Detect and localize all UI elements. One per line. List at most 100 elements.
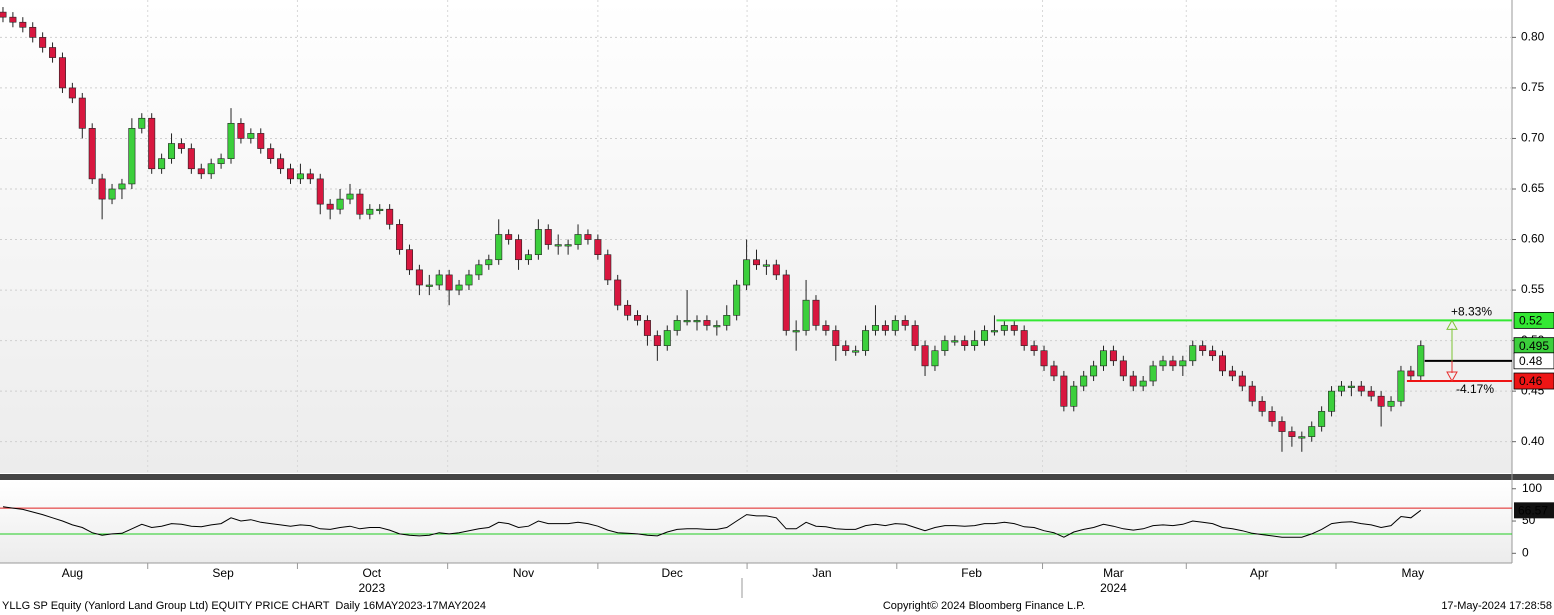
candle-body xyxy=(713,325,721,328)
candle-body xyxy=(1407,370,1415,377)
candle-body xyxy=(336,198,344,210)
candle-body xyxy=(584,234,592,240)
candle-body xyxy=(634,315,642,321)
candle-body xyxy=(435,274,443,286)
footer-left: YLLG SP Equity (Yanlord Land Group Ltd) … xyxy=(2,600,486,612)
candle-body xyxy=(643,320,651,336)
candle-body xyxy=(1268,411,1276,422)
candle-body xyxy=(1337,385,1345,392)
candle-body xyxy=(1189,345,1197,362)
candle-body xyxy=(921,345,929,367)
candle-body xyxy=(812,299,820,326)
candle-body xyxy=(990,330,998,333)
candle-body xyxy=(19,21,27,28)
candle-body xyxy=(1278,421,1286,432)
candle-body xyxy=(366,208,374,215)
candle-body xyxy=(128,128,136,185)
candle-body xyxy=(663,330,671,346)
candle-body xyxy=(931,350,939,367)
candle-body xyxy=(78,97,86,129)
candle-body xyxy=(901,320,909,326)
y-tick-label: 0.40 xyxy=(1521,434,1545,448)
candle-body xyxy=(1070,385,1078,407)
candle-body xyxy=(554,244,562,247)
price-tag-label: 0.48 xyxy=(1519,354,1543,368)
candle-body xyxy=(1347,385,1355,388)
rsi-panel xyxy=(0,481,1512,563)
footer-right: 17-May-2024 17:28:58 xyxy=(1441,600,1552,612)
candle-body xyxy=(197,168,205,175)
candle-body xyxy=(881,325,889,331)
candle-body xyxy=(306,173,314,180)
candle-body xyxy=(1090,365,1098,377)
candle-body xyxy=(39,37,47,48)
candle-body xyxy=(693,320,701,323)
y-tick-label: 0.60 xyxy=(1521,232,1545,246)
candle-body xyxy=(723,315,731,326)
candle-body xyxy=(1298,436,1306,439)
candle-body xyxy=(792,330,800,333)
candle-body xyxy=(1050,365,1058,377)
candle-body xyxy=(415,269,423,286)
candle-body xyxy=(515,239,523,261)
candle-body xyxy=(346,193,354,200)
candle-body xyxy=(1367,390,1375,397)
candle-body xyxy=(495,234,503,261)
candle-body xyxy=(911,325,919,346)
x-tick-label: Jan xyxy=(812,566,831,580)
candle-body xyxy=(168,143,176,159)
candle-body xyxy=(673,320,681,331)
candle-body xyxy=(98,178,106,200)
candle-body xyxy=(1060,375,1068,407)
x-tick-label: Apr xyxy=(1250,566,1269,580)
candle-body xyxy=(544,229,552,245)
candle-body xyxy=(1318,411,1326,427)
x-tick-label: Dec xyxy=(662,566,683,580)
y-tick-label: 0.55 xyxy=(1521,282,1545,296)
candle-body xyxy=(58,57,66,89)
candle-body xyxy=(287,168,295,180)
plot-layer: Aug Sep Oct Nov Dec Jan Feb Mar Apr May 2023 2024 0.… xyxy=(0,0,1554,595)
candle-body xyxy=(405,249,413,271)
candle-body xyxy=(445,274,453,291)
candle-body xyxy=(396,224,404,250)
candle-body xyxy=(1159,360,1167,367)
candle-body xyxy=(455,284,463,291)
x-tick-label: Sep xyxy=(212,566,234,580)
candle-body xyxy=(237,122,245,139)
y-tick-label: 0.70 xyxy=(1521,131,1545,145)
candle-body xyxy=(356,193,364,215)
candle-body xyxy=(138,117,146,129)
candle-body xyxy=(1218,355,1226,372)
candle-body xyxy=(604,254,612,281)
candle-body xyxy=(267,148,275,159)
candle-body xyxy=(842,345,850,352)
y-tick-label: 0 xyxy=(1522,545,1529,559)
candle-body xyxy=(1288,431,1296,437)
candle-body xyxy=(1258,400,1266,412)
candle-body xyxy=(29,26,37,38)
candle-body xyxy=(148,117,156,170)
candle-body xyxy=(505,234,513,240)
candle-body xyxy=(614,279,622,306)
candle-body xyxy=(485,259,493,266)
candle-body xyxy=(277,158,285,170)
candle-body xyxy=(1387,400,1395,407)
candle-body xyxy=(941,340,949,352)
candle-body xyxy=(1109,350,1117,362)
candle-body xyxy=(981,330,989,341)
candle-body xyxy=(762,264,770,267)
candle-body xyxy=(782,274,790,331)
value-tag-label: 66.57 xyxy=(1518,504,1548,518)
value-tag xyxy=(1514,502,1554,519)
candle-body xyxy=(772,264,780,276)
candle-body xyxy=(49,47,57,58)
candle-body xyxy=(1030,345,1038,352)
candle-body xyxy=(1000,325,1008,331)
candle-body xyxy=(1397,370,1405,402)
candle-body xyxy=(475,264,483,276)
candle-body xyxy=(1020,330,1028,346)
candle-body xyxy=(1129,375,1137,387)
candle-body xyxy=(1149,365,1157,382)
year-label: 2023 xyxy=(358,581,385,595)
